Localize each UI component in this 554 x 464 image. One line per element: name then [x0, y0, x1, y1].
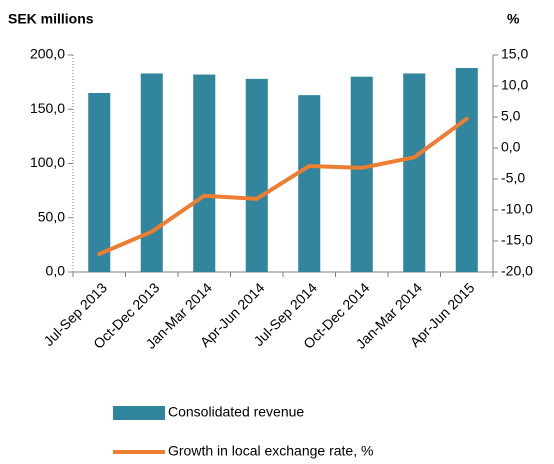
y-tick-label: 200,0 — [30, 46, 65, 62]
bar — [88, 92, 111, 272]
y-tick-label: 150,0 — [30, 100, 65, 116]
legend-swatch — [113, 406, 165, 420]
y2-tick-label: 15,0 — [501, 46, 528, 62]
bar — [455, 68, 478, 273]
y2-axis-title: % — [507, 11, 520, 27]
y2-tick-label: -5,0 — [501, 170, 525, 186]
bar — [193, 74, 216, 272]
y-tick-label: 50,0 — [38, 208, 65, 224]
y-tick-label: 100,0 — [30, 154, 65, 170]
bar — [403, 73, 426, 272]
y-tick-label: 0,0 — [46, 263, 66, 279]
y2-tick-label: 10,0 — [501, 77, 528, 93]
legend-label: Growth in local exchange rate, % — [168, 443, 373, 459]
legend-label: Consolidated revenue — [168, 404, 304, 420]
y2-tick-label: -15,0 — [501, 232, 533, 248]
bar — [245, 78, 268, 273]
bar — [140, 73, 163, 272]
y2-tick-label: -20,0 — [501, 263, 533, 279]
y-axis-title: SEK millions — [8, 11, 94, 27]
line — [97, 116, 469, 257]
bar — [350, 76, 373, 272]
y2-tick-label: 0,0 — [501, 139, 521, 155]
y2-tick-label: 5,0 — [501, 108, 521, 124]
bar — [298, 95, 321, 273]
y2-tick-label: -10,0 — [501, 201, 533, 217]
